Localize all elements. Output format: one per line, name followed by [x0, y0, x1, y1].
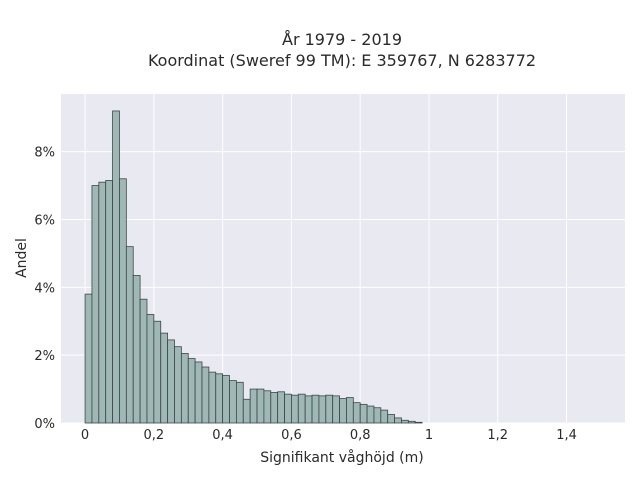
histogram-bar	[352, 402, 361, 424]
histogram-bar	[194, 361, 203, 424]
histogram-bar	[187, 358, 196, 424]
x-axis-ticks: 0 0,2 0,4 0,6 0,8 1 1,2 1,4	[81, 428, 577, 443]
histogram-bar	[98, 181, 107, 424]
chart-title-line1: År 1979 - 2019	[282, 30, 402, 49]
histogram-bar	[297, 393, 306, 424]
histogram-bar	[167, 339, 175, 424]
histogram-bar	[325, 394, 334, 424]
histogram-bar	[318, 395, 327, 424]
x-tick-label: 1,2	[487, 428, 508, 443]
histogram-bar	[146, 314, 155, 424]
histogram-bar	[339, 398, 347, 424]
y-tick-label: 4%	[34, 281, 55, 296]
histogram-bar	[407, 420, 416, 424]
histogram-bar	[249, 388, 258, 424]
histogram-bar	[201, 366, 210, 424]
histogram-bar	[380, 409, 389, 424]
histogram-bar	[242, 398, 251, 424]
histogram-bar	[91, 185, 100, 424]
histogram-bars	[84, 110, 423, 424]
histogram-bar	[277, 391, 285, 424]
y-tick-label: 6%	[34, 213, 55, 228]
x-tick-label: 0	[81, 428, 89, 443]
histogram-bar	[160, 332, 169, 424]
y-tick-label: 8%	[34, 146, 55, 161]
histogram-bar	[387, 414, 395, 424]
chart-title-line2: Koordinat (Sweref 99 TM): E 359767, N 62…	[148, 51, 536, 70]
histogram-bar	[139, 298, 148, 424]
histogram-bar	[84, 293, 93, 424]
histogram-bar	[112, 110, 120, 424]
histogram-bar	[373, 407, 382, 424]
histogram-bar	[125, 246, 134, 424]
y-axis-ticks: 0% 2% 4% 6% 8%	[34, 146, 55, 432]
histogram-bar	[291, 394, 299, 424]
histogram-bar	[180, 353, 189, 424]
histogram-bar	[346, 397, 354, 424]
histogram-bar	[332, 395, 340, 424]
histogram-bar	[304, 395, 313, 424]
y-tick-label: 2%	[34, 349, 55, 364]
histogram-bar	[119, 178, 127, 424]
histogram-bar	[366, 405, 375, 424]
histogram-bar	[174, 346, 182, 424]
histogram-bar	[222, 375, 230, 424]
histogram-bar	[208, 371, 217, 424]
histogram-bar	[235, 381, 244, 424]
histogram-bar	[215, 373, 224, 424]
histogram-bar	[270, 392, 279, 424]
histogram-bar	[256, 388, 265, 424]
histogram-bar	[263, 390, 272, 424]
x-tick-label: 0,2	[144, 428, 165, 443]
x-tick-label: 1	[425, 428, 433, 443]
histogram-bar	[153, 320, 162, 424]
histogram-bar	[311, 394, 320, 424]
x-tick-label: 0,6	[281, 428, 302, 443]
y-tick-label: 0%	[34, 417, 55, 432]
x-tick-label: 1,4	[556, 428, 577, 443]
histogram-bar	[105, 180, 113, 424]
histogram-bar	[401, 419, 409, 424]
histogram-bar	[414, 421, 423, 424]
histogram-bar	[229, 380, 237, 424]
x-tick-label: 0,4	[212, 428, 233, 443]
histogram-bar	[284, 393, 292, 424]
x-axis-label: Signifikant våghöjd (m)	[260, 449, 423, 466]
histogram-bar	[394, 417, 402, 424]
histogram-bar	[132, 275, 141, 424]
histogram-bar	[359, 403, 368, 424]
x-tick-label: 0,8	[350, 428, 371, 443]
y-axis-label: Andel	[14, 238, 30, 278]
